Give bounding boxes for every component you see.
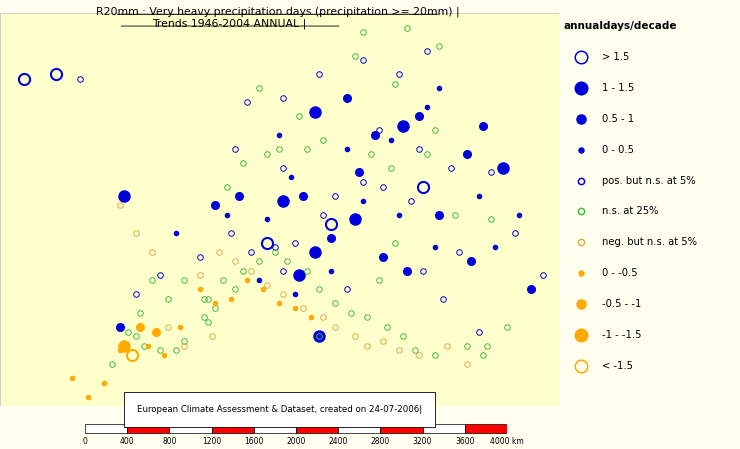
- Text: 1200: 1200: [202, 437, 221, 446]
- Text: 4000 km: 4000 km: [490, 437, 524, 446]
- Bar: [212, 424, 254, 433]
- Text: 2000: 2000: [286, 437, 306, 446]
- Text: 3200: 3200: [413, 437, 432, 446]
- Text: 0 - -0.5: 0 - -0.5: [602, 269, 638, 278]
- Bar: [254, 424, 296, 433]
- Text: 1 - 1.5: 1 - 1.5: [602, 83, 634, 93]
- Text: 3600: 3600: [455, 437, 474, 446]
- Text: > 1.5: > 1.5: [602, 52, 630, 62]
- Text: n.s. at 25%: n.s. at 25%: [602, 207, 659, 216]
- Text: 0: 0: [83, 437, 87, 446]
- Text: 400: 400: [120, 437, 135, 446]
- Text: R20mm : Very heavy precipitation days (precipitation >= 20mm) |: R20mm : Very heavy precipitation days (p…: [95, 7, 460, 17]
- Text: < -1.5: < -1.5: [602, 361, 633, 371]
- Bar: [169, 424, 212, 433]
- Bar: [296, 424, 338, 433]
- Text: European Climate Assessment & Dataset, created on 24-07-2006|: European Climate Assessment & Dataset, c…: [137, 405, 422, 414]
- Text: -1 - -1.5: -1 - -1.5: [602, 330, 642, 340]
- Bar: [423, 424, 465, 433]
- Text: 0 - 0.5: 0 - 0.5: [602, 145, 634, 154]
- Bar: [380, 424, 423, 433]
- Text: 2800: 2800: [371, 437, 390, 446]
- Text: 800: 800: [162, 437, 177, 446]
- Text: -0.5 - -1: -0.5 - -1: [602, 299, 642, 309]
- Bar: [465, 424, 507, 433]
- Text: annualdays/decade: annualdays/decade: [564, 21, 677, 31]
- Text: 1600: 1600: [244, 437, 263, 446]
- Bar: [338, 424, 380, 433]
- Text: 2400: 2400: [329, 437, 348, 446]
- Bar: [127, 424, 169, 433]
- Text: 0.5 - 1: 0.5 - 1: [602, 114, 634, 123]
- Text: neg. but n.s. at 5%: neg. but n.s. at 5%: [602, 238, 697, 247]
- Bar: [85, 424, 127, 433]
- Text: Trends 1946-2004 ANNUAL |: Trends 1946-2004 ANNUAL |: [152, 19, 306, 29]
- Text: pos. but n.s. at 5%: pos. but n.s. at 5%: [602, 176, 696, 185]
